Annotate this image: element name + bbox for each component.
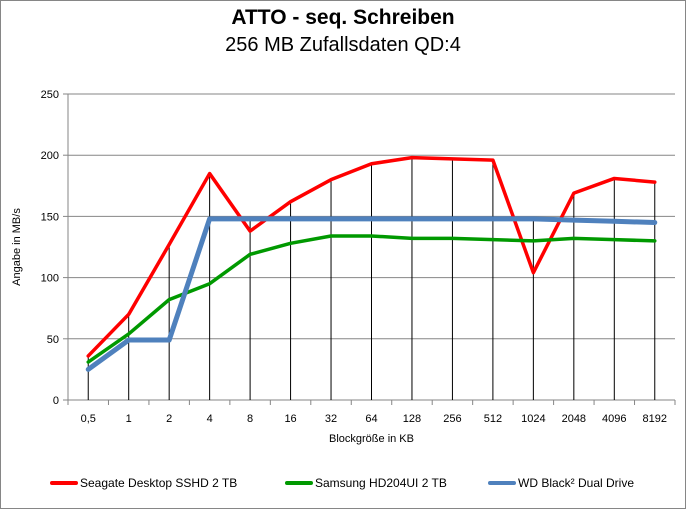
y-tick-label: 200: [41, 150, 59, 162]
chart-title: ATTO - seq. Schreiben: [231, 6, 455, 29]
x-tick-label: 2: [166, 413, 172, 425]
chart-subtitle: 256 MB Zufallsdaten QD:4: [225, 34, 461, 56]
legend-label: Seagate Desktop SSHD 2 TB: [80, 476, 238, 490]
legend-swatch: [285, 481, 313, 485]
y-axis-label: Angabe in MB/s: [11, 208, 23, 286]
x-tick-label: 0,5: [81, 413, 96, 425]
x-tick-label: 128: [403, 413, 421, 425]
y-tick-label: 150: [41, 211, 59, 223]
legend-item: Seagate Desktop SSHD 2 TB: [50, 476, 237, 490]
y-tick-label: 50: [47, 334, 59, 346]
legend-item: Samsung HD204UI 2 TB: [285, 476, 447, 490]
x-tick-label: 4096: [602, 413, 626, 425]
x-tick-label: 16: [284, 413, 296, 425]
x-tick-label: 256: [443, 413, 461, 425]
x-tick-label: 8: [247, 413, 253, 425]
x-tick-label: 32: [325, 413, 337, 425]
legend-item: WD Black² Dual Drive: [488, 476, 634, 490]
x-tick-label: 1024: [521, 413, 545, 425]
x-tick-label: 1: [126, 413, 132, 425]
legend-label: Samsung HD204UI 2 TB: [315, 476, 447, 490]
legend-swatch: [488, 481, 516, 485]
x-axis-label: Blockgröße in KB: [329, 433, 414, 445]
x-tick-label: 512: [484, 413, 502, 425]
x-tick-label: 8192: [643, 413, 667, 425]
x-tick-label: 2048: [562, 413, 586, 425]
x-tick-label: 64: [365, 413, 377, 425]
y-tick-label: 100: [41, 273, 59, 285]
legend-swatch: [50, 481, 78, 485]
y-tick-label: 250: [41, 89, 59, 101]
legend-label: WD Black² Dual Drive: [518, 476, 635, 490]
y-tick-label: 0: [53, 395, 59, 407]
x-tick-label: 4: [207, 413, 213, 425]
